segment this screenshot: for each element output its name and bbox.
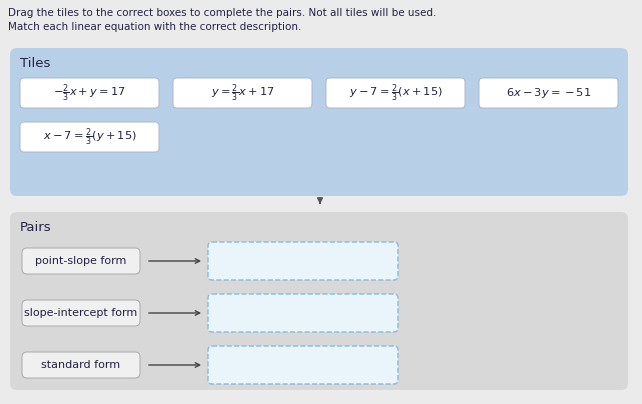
FancyBboxPatch shape	[173, 78, 312, 108]
Text: point-slope form: point-slope form	[35, 256, 126, 266]
FancyBboxPatch shape	[10, 48, 628, 196]
FancyBboxPatch shape	[22, 352, 140, 378]
FancyBboxPatch shape	[208, 242, 398, 280]
Text: Pairs: Pairs	[20, 221, 51, 234]
FancyBboxPatch shape	[326, 78, 465, 108]
Text: $x - 7 = \frac{2}{3}(y + 15)$: $x - 7 = \frac{2}{3}(y + 15)$	[42, 126, 136, 148]
FancyBboxPatch shape	[22, 300, 140, 326]
Text: Match each linear equation with the correct description.: Match each linear equation with the corr…	[8, 22, 301, 32]
Text: slope-intercept form: slope-intercept form	[24, 308, 137, 318]
Text: $y - 7 = \frac{2}{3}(x + 15)$: $y - 7 = \frac{2}{3}(x + 15)$	[349, 82, 442, 104]
Text: $6x - 3y = -51$: $6x - 3y = -51$	[506, 86, 591, 100]
Text: standard form: standard form	[42, 360, 121, 370]
FancyBboxPatch shape	[22, 248, 140, 274]
FancyBboxPatch shape	[479, 78, 618, 108]
Text: Tiles: Tiles	[20, 57, 50, 70]
FancyBboxPatch shape	[10, 212, 628, 390]
FancyBboxPatch shape	[20, 122, 159, 152]
Text: $y = \frac{2}{3}x + 17$: $y = \frac{2}{3}x + 17$	[211, 82, 274, 104]
FancyBboxPatch shape	[208, 346, 398, 384]
FancyBboxPatch shape	[208, 294, 398, 332]
FancyBboxPatch shape	[20, 78, 159, 108]
Text: Drag the tiles to the correct boxes to complete the pairs. Not all tiles will be: Drag the tiles to the correct boxes to c…	[8, 8, 437, 18]
Text: $-\frac{2}{3}x + y = 17$: $-\frac{2}{3}x + y = 17$	[53, 82, 126, 104]
